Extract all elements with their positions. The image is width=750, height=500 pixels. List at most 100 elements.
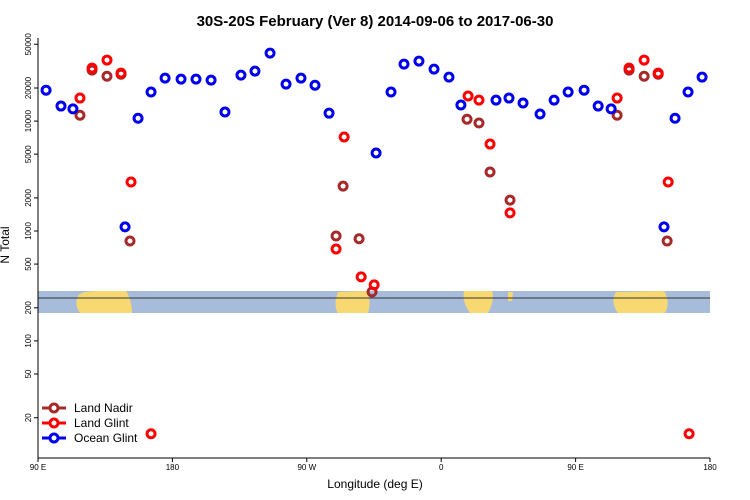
point	[455, 99, 467, 111]
point	[115, 67, 127, 79]
legend-marker	[48, 402, 60, 414]
point	[484, 138, 496, 150]
point	[280, 78, 292, 90]
y-tick-label: 1000	[24, 222, 33, 240]
point	[323, 107, 335, 119]
x-tick-label: 90 W	[297, 463, 316, 472]
x-tick-label: 180	[166, 463, 180, 472]
series	[40, 47, 708, 233]
point	[669, 112, 681, 124]
point	[682, 86, 694, 98]
point	[562, 86, 574, 98]
point	[443, 71, 455, 83]
point	[462, 90, 474, 102]
point	[428, 63, 440, 75]
point	[504, 207, 516, 219]
point	[592, 100, 604, 112]
point	[662, 176, 674, 188]
point	[74, 109, 86, 121]
chart-title: 30S-20S February (Ver 8) 2014-09-06 to 2…	[197, 13, 554, 30]
point	[330, 230, 342, 242]
point	[338, 131, 350, 143]
legend-marker	[48, 417, 60, 429]
point	[337, 180, 349, 192]
map-strip	[38, 291, 710, 313]
y-tick-label: 100	[24, 334, 33, 348]
point	[145, 86, 157, 98]
point	[578, 84, 590, 96]
point	[503, 92, 515, 104]
y-axis-label: N Total	[0, 226, 12, 263]
point	[67, 103, 79, 115]
point	[145, 428, 157, 440]
point	[264, 47, 276, 59]
legend-label: Land Glint	[74, 416, 129, 430]
point	[368, 279, 380, 291]
point	[490, 94, 502, 106]
point	[683, 428, 695, 440]
y-tick-label: 20	[24, 413, 33, 422]
x-tick-label: 180	[703, 463, 717, 472]
point	[125, 176, 137, 188]
point	[235, 69, 247, 81]
point	[249, 65, 261, 77]
point	[605, 103, 617, 115]
point	[385, 86, 397, 98]
point	[355, 271, 367, 283]
point	[611, 109, 623, 121]
point	[652, 67, 664, 79]
point	[398, 58, 410, 70]
point	[534, 108, 546, 120]
point	[353, 233, 365, 245]
point	[119, 221, 131, 233]
x-tick-label: 90 E	[30, 463, 46, 472]
land	[76, 291, 132, 313]
legend-marker	[48, 432, 60, 444]
point	[132, 112, 144, 124]
series	[74, 54, 695, 440]
point	[623, 62, 635, 74]
land	[508, 292, 513, 301]
point	[40, 84, 52, 96]
y-tick-label: 10000	[24, 109, 33, 132]
point	[330, 243, 342, 255]
point	[413, 55, 425, 67]
point	[175, 73, 187, 85]
y-tick-label: 50000	[24, 33, 33, 56]
point	[638, 54, 650, 66]
point	[611, 92, 623, 104]
y-tick-label: 2000	[24, 188, 33, 206]
point	[638, 70, 650, 82]
x-tick-label: 0	[439, 463, 444, 472]
point	[370, 147, 382, 159]
y-tick-label: 200	[24, 301, 33, 315]
point	[124, 235, 136, 247]
point	[74, 92, 86, 104]
legend-label: Land Nadir	[74, 401, 133, 415]
ocean-band	[38, 291, 710, 313]
x-tick-label: 90 E	[567, 463, 583, 472]
land	[613, 291, 668, 313]
point	[101, 70, 113, 82]
x-axis-label: Longitude (deg E)	[327, 477, 422, 491]
point	[159, 72, 171, 84]
point	[295, 72, 307, 84]
point	[309, 79, 321, 91]
legend-label: Ocean Glint	[74, 431, 138, 445]
point	[101, 54, 113, 66]
point	[548, 94, 560, 106]
y-tick-label: 5000	[24, 145, 33, 163]
point	[484, 166, 496, 178]
land	[463, 291, 493, 313]
point	[696, 71, 708, 83]
point	[461, 113, 473, 125]
point	[219, 106, 231, 118]
point	[205, 74, 217, 86]
y-tick-label: 500	[24, 257, 33, 271]
y-tick-label: 20000	[24, 76, 33, 99]
point	[190, 73, 202, 85]
point	[504, 194, 516, 206]
point	[473, 117, 485, 129]
point	[55, 100, 67, 112]
